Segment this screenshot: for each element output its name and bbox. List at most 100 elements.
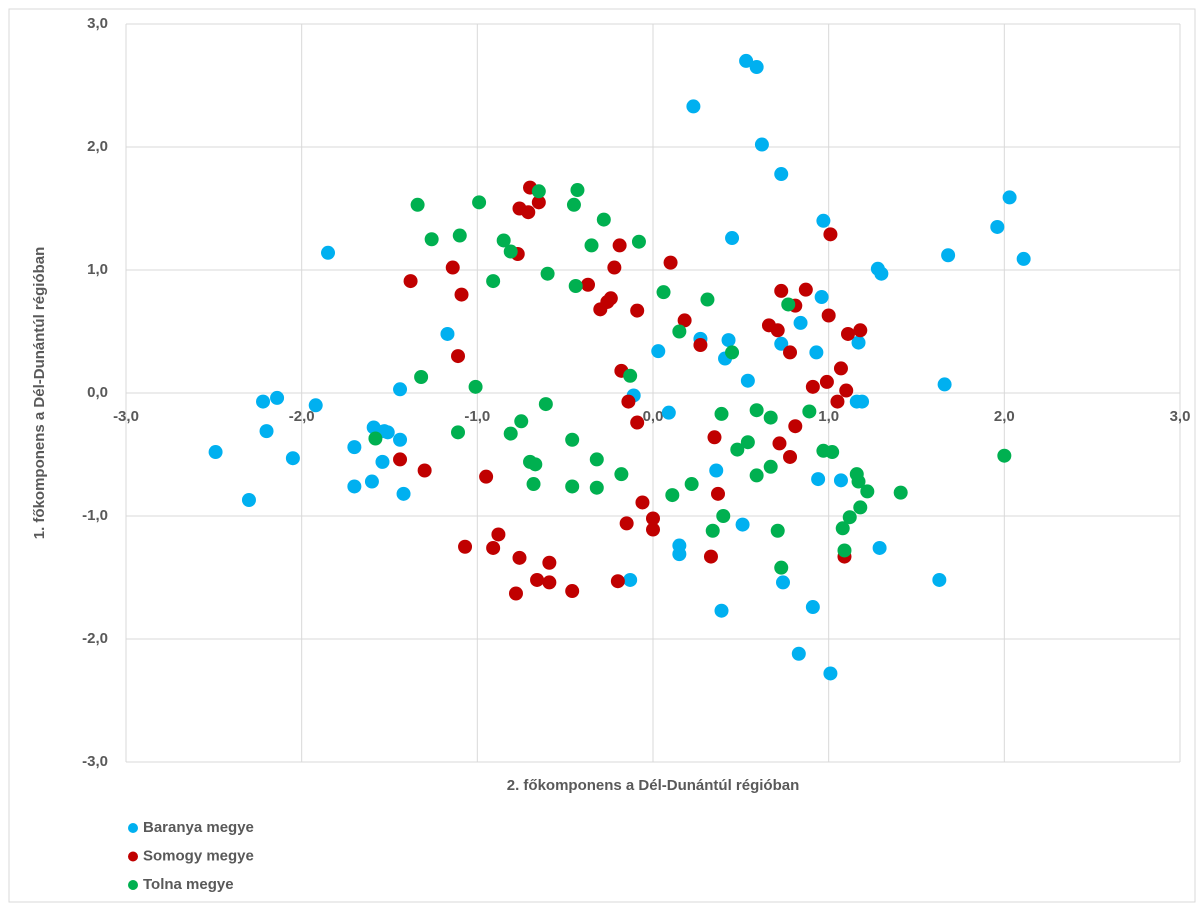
point xyxy=(725,345,740,360)
point xyxy=(538,397,553,412)
point xyxy=(259,424,274,439)
point xyxy=(774,560,789,575)
point xyxy=(710,486,725,501)
point xyxy=(612,238,627,253)
point xyxy=(208,445,223,460)
point xyxy=(393,432,408,447)
point xyxy=(783,449,798,464)
legend-marker xyxy=(128,880,138,890)
point xyxy=(763,459,778,474)
point xyxy=(851,335,866,350)
point xyxy=(451,425,466,440)
point xyxy=(621,394,636,409)
x-axis-label: 2. főkomponens a Dél-Dunántúl régióban xyxy=(507,777,800,794)
point xyxy=(630,303,645,318)
point xyxy=(811,472,826,487)
legend-marker xyxy=(128,823,138,833)
point xyxy=(593,302,608,317)
point xyxy=(677,313,692,328)
point xyxy=(531,184,546,199)
x-tick-label: -3,0 xyxy=(113,408,139,425)
point xyxy=(584,238,599,253)
point xyxy=(565,479,580,494)
point xyxy=(754,137,769,152)
point xyxy=(366,420,381,435)
point xyxy=(440,326,455,341)
point xyxy=(589,452,604,467)
point xyxy=(451,349,466,364)
point xyxy=(774,283,789,298)
point xyxy=(833,361,848,376)
point xyxy=(872,540,887,555)
y-axis-label: 1. főkomponens a Dél-Dunántúl régióban xyxy=(31,247,48,540)
point xyxy=(503,426,518,441)
point xyxy=(816,213,831,228)
point xyxy=(491,527,506,542)
point xyxy=(781,297,796,312)
point xyxy=(684,477,699,492)
point xyxy=(893,485,908,500)
y-tick-label: 1,0 xyxy=(87,261,108,278)
point xyxy=(468,379,483,394)
point xyxy=(693,338,708,353)
legend-label: Tolna megye xyxy=(143,876,234,893)
point xyxy=(364,474,379,489)
point xyxy=(568,278,583,293)
point xyxy=(833,473,848,488)
x-tick-label: 2,0 xyxy=(994,408,1015,425)
point xyxy=(802,404,817,419)
point xyxy=(256,394,271,409)
point xyxy=(479,469,494,484)
point xyxy=(542,575,557,590)
y-tick-label: 3,0 xyxy=(87,15,108,32)
point xyxy=(610,574,625,589)
point xyxy=(452,228,467,243)
point xyxy=(825,445,840,460)
point xyxy=(347,479,362,494)
legend-label: Somogy megye xyxy=(143,847,254,864)
point xyxy=(1016,251,1031,266)
point xyxy=(503,244,518,259)
point xyxy=(530,572,545,587)
point xyxy=(823,666,838,681)
point xyxy=(581,277,596,292)
point xyxy=(589,480,604,495)
point xyxy=(814,290,829,305)
point xyxy=(835,521,850,536)
point xyxy=(542,555,557,570)
point xyxy=(526,477,541,492)
point xyxy=(656,285,671,300)
point xyxy=(508,586,523,601)
point xyxy=(565,584,580,599)
point xyxy=(308,398,323,413)
point xyxy=(619,516,634,531)
legend-label: Baranya megye xyxy=(143,819,254,836)
point xyxy=(774,167,789,182)
point xyxy=(783,345,798,360)
point xyxy=(646,511,660,526)
point xyxy=(486,274,501,289)
legend-marker xyxy=(128,851,138,862)
point xyxy=(665,488,680,503)
point xyxy=(774,336,789,351)
point xyxy=(700,292,715,307)
point xyxy=(270,390,285,405)
point xyxy=(1002,190,1017,205)
point xyxy=(772,436,787,451)
point xyxy=(941,248,956,263)
point xyxy=(725,231,740,246)
point xyxy=(763,410,778,425)
point xyxy=(721,333,736,348)
point xyxy=(661,405,676,420)
point xyxy=(565,432,580,447)
point xyxy=(347,440,362,455)
point xyxy=(540,266,555,281)
point xyxy=(821,308,836,323)
point xyxy=(672,324,687,339)
point xyxy=(840,326,855,341)
point xyxy=(705,523,720,538)
point xyxy=(646,522,660,537)
point xyxy=(842,510,857,525)
point xyxy=(607,260,622,275)
point xyxy=(566,197,581,212)
